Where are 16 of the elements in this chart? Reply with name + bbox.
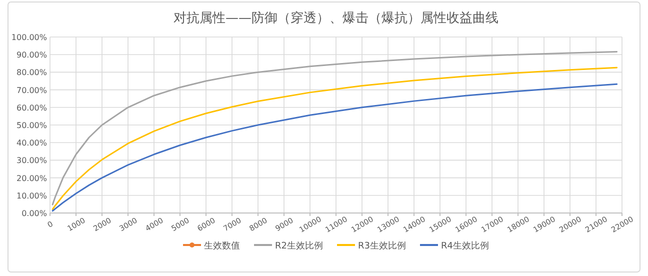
- legend-label: R3生效比例: [358, 240, 406, 252]
- y-tick-label: 50.00%: [16, 121, 48, 130]
- chart-title: 对抗属性——防御（穿透）、爆击（爆抗）属性收益曲线: [174, 11, 498, 26]
- legend-label: R4生效比例: [440, 240, 489, 252]
- y-tick-label: 30.00%: [16, 156, 48, 166]
- y-tick-label: 80.00%: [16, 68, 48, 78]
- y-tick-label: 70.00%: [16, 86, 48, 95]
- y-tick-label: 60.00%: [16, 103, 48, 112]
- y-tick-label: 90.00%: [16, 50, 48, 60]
- y-tick-label: 10.00%: [16, 191, 48, 200]
- legend-label: R2生效比例: [275, 240, 324, 252]
- legend-label: 生效数值: [204, 240, 240, 252]
- y-tick-label: 100.00%: [11, 33, 48, 42]
- y-tick-label: 20.00%: [16, 174, 48, 183]
- y-tick-label: 0.00%: [22, 209, 48, 218]
- y-tick-label: 40.00%: [16, 138, 48, 148]
